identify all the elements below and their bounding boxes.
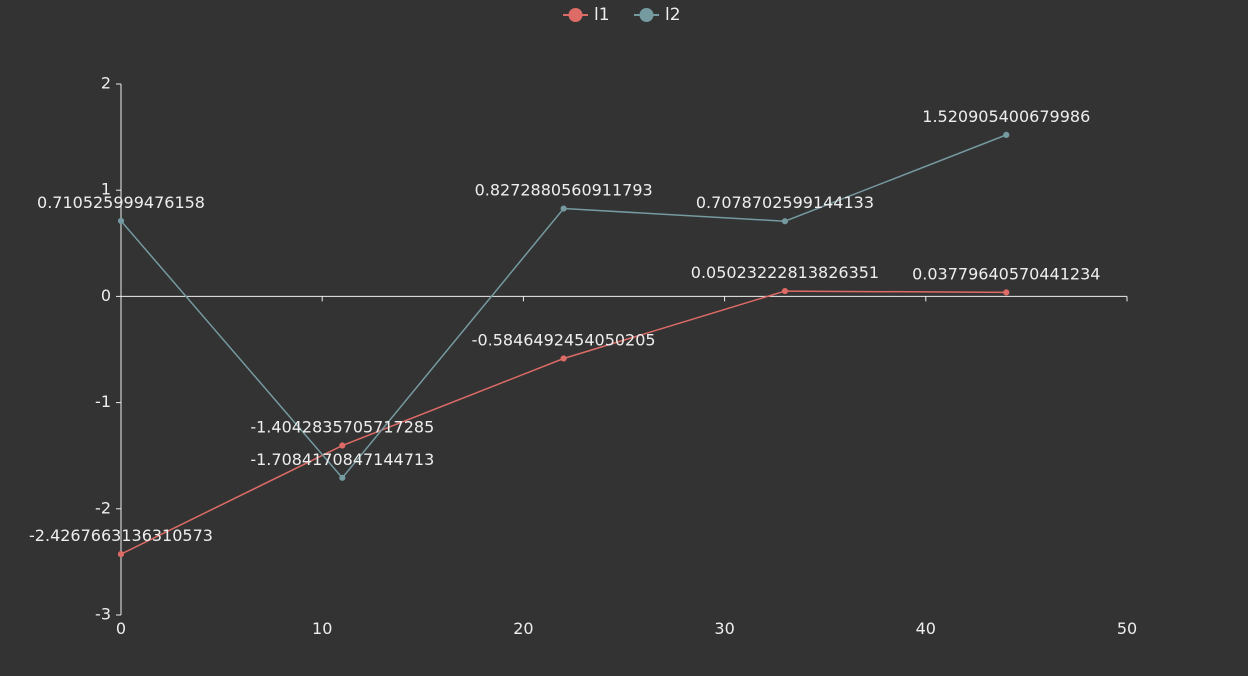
x-tick-label: 10 (312, 619, 332, 638)
legend-marker-icon (568, 8, 583, 22)
data-label: -1.4042835705717285 (250, 418, 434, 437)
legend-item-l2[interactable]: l2 (634, 5, 681, 25)
data-point[interactable] (1003, 289, 1010, 296)
legend-item-l1[interactable]: l1 (563, 5, 610, 25)
y-tick-label: -3 (95, 605, 111, 624)
data-label: -0.5846492454050205 (472, 330, 656, 349)
data-label: -1.7084170847144713 (250, 450, 434, 469)
legend-marker-icon (639, 8, 654, 22)
data-label: -2.4267663136310573 (29, 526, 213, 545)
y-tick-label: 2 (101, 74, 111, 93)
y-tick-label: 1 (101, 180, 111, 199)
series-l1 (117, 287, 1010, 558)
data-labels: -2.4267663136310573 -1.4042835705717285 -0… (29, 107, 1100, 545)
data-label: 1.520905400679986 (922, 107, 1090, 126)
data-point[interactable] (781, 218, 789, 225)
y-tick-label: -2 (95, 498, 111, 517)
data-point[interactable] (560, 355, 567, 362)
axes: 210-1-2-30 10 20 30 40 50 (95, 74, 1137, 639)
data-point[interactable] (339, 442, 346, 449)
x-tick-label: 0 (116, 619, 126, 638)
x-tick-label: 30 (714, 619, 734, 638)
x-tick-label: 40 (916, 619, 936, 638)
data-point[interactable] (117, 217, 125, 225)
data-point[interactable] (1003, 131, 1010, 138)
legend-label: l2 (665, 5, 681, 25)
y-tick-label: -1 (95, 392, 111, 411)
x-tick-label: 50 (1117, 619, 1137, 638)
data-label: 0.03779640570441234 (912, 264, 1100, 283)
data-label: 0.7078702599144133 (696, 193, 874, 212)
x-tick-label: 20 (513, 619, 533, 638)
y-tick-label: 0 (101, 286, 111, 305)
data-point[interactable] (339, 474, 346, 481)
series-l2 (117, 131, 1010, 481)
data-label: 0.710525999476158 (37, 193, 205, 212)
data-point[interactable] (560, 205, 567, 212)
data-point[interactable] (781, 287, 789, 295)
series-layer (117, 131, 1010, 558)
legend[interactable]: l1 l2 (563, 5, 681, 25)
data-point[interactable] (117, 551, 125, 558)
legend-label: l1 (594, 5, 610, 25)
data-label: 0.8272880560911793 (475, 181, 653, 200)
data-label: 0.05023222813826351 (691, 263, 879, 282)
